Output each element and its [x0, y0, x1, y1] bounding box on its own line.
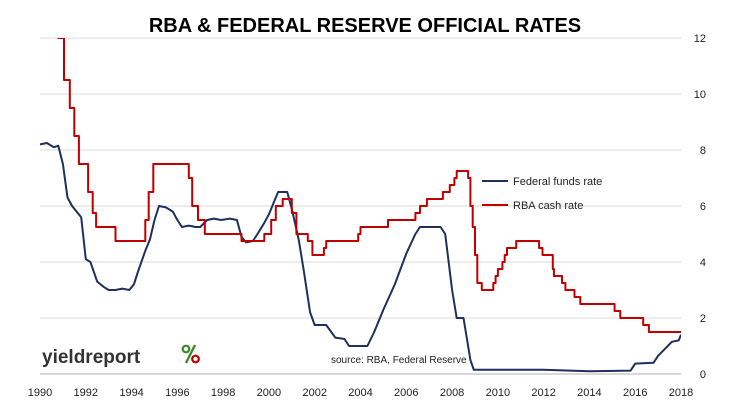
- x-tick-label: 2006: [394, 387, 418, 399]
- yieldreport-logo: yieldreport: [42, 344, 200, 368]
- x-tick-label: 2010: [486, 387, 510, 399]
- x-tick-label: 2000: [257, 387, 281, 399]
- series-line-rba: [57, 38, 681, 333]
- x-tick-label: 1990: [28, 387, 52, 399]
- series-lines: [40, 38, 681, 373]
- y-tick-label: 12: [694, 33, 706, 45]
- x-tick-label: 2002: [302, 387, 326, 399]
- x-tick-label: 2012: [531, 387, 555, 399]
- x-tick-label: 1998: [211, 387, 235, 399]
- x-tick-label: 2014: [577, 387, 601, 399]
- x-tick-label: 1994: [119, 387, 143, 399]
- y-tick-label: 4: [700, 257, 706, 269]
- x-tick-label: 2018: [669, 387, 693, 399]
- y-tick-label: 8: [700, 145, 706, 157]
- y-tick-label: 2: [700, 313, 706, 325]
- y-tick-label: 0: [700, 369, 706, 381]
- y-axis-ticks: 0 2 4 6 8 10 12: [694, 33, 706, 381]
- series-line-federal-funds: [40, 142, 681, 373]
- x-tick-label: 2016: [623, 387, 647, 399]
- y-tick-label: 10: [694, 89, 706, 101]
- x-axis-ticks: 1990 1992 1994 1996 1998 2000 2002 2004 2006 2008…: [28, 387, 693, 399]
- x-tick-label: 1996: [165, 387, 189, 399]
- legend-label-federal-funds: Federal funds rate: [513, 176, 602, 188]
- legend-label-rba: RBA cash rate: [513, 200, 583, 212]
- chart-title: RBA & FEDERAL RESERVE OFFICIAL RATES: [149, 15, 581, 37]
- y-tick-label: 6: [700, 201, 706, 213]
- gridlines: [40, 37, 681, 375]
- percent-icon: [181, 344, 200, 364]
- source-note: source: RBA, Federal Reserve: [331, 355, 467, 366]
- x-tick-label: 2008: [440, 387, 464, 399]
- legend: Federal funds rate RBA cash rate: [482, 176, 602, 212]
- logo-wordmark: yieldreport: [42, 347, 141, 368]
- x-tick-label: 1992: [74, 387, 98, 399]
- x-tick-label: 2004: [348, 387, 372, 399]
